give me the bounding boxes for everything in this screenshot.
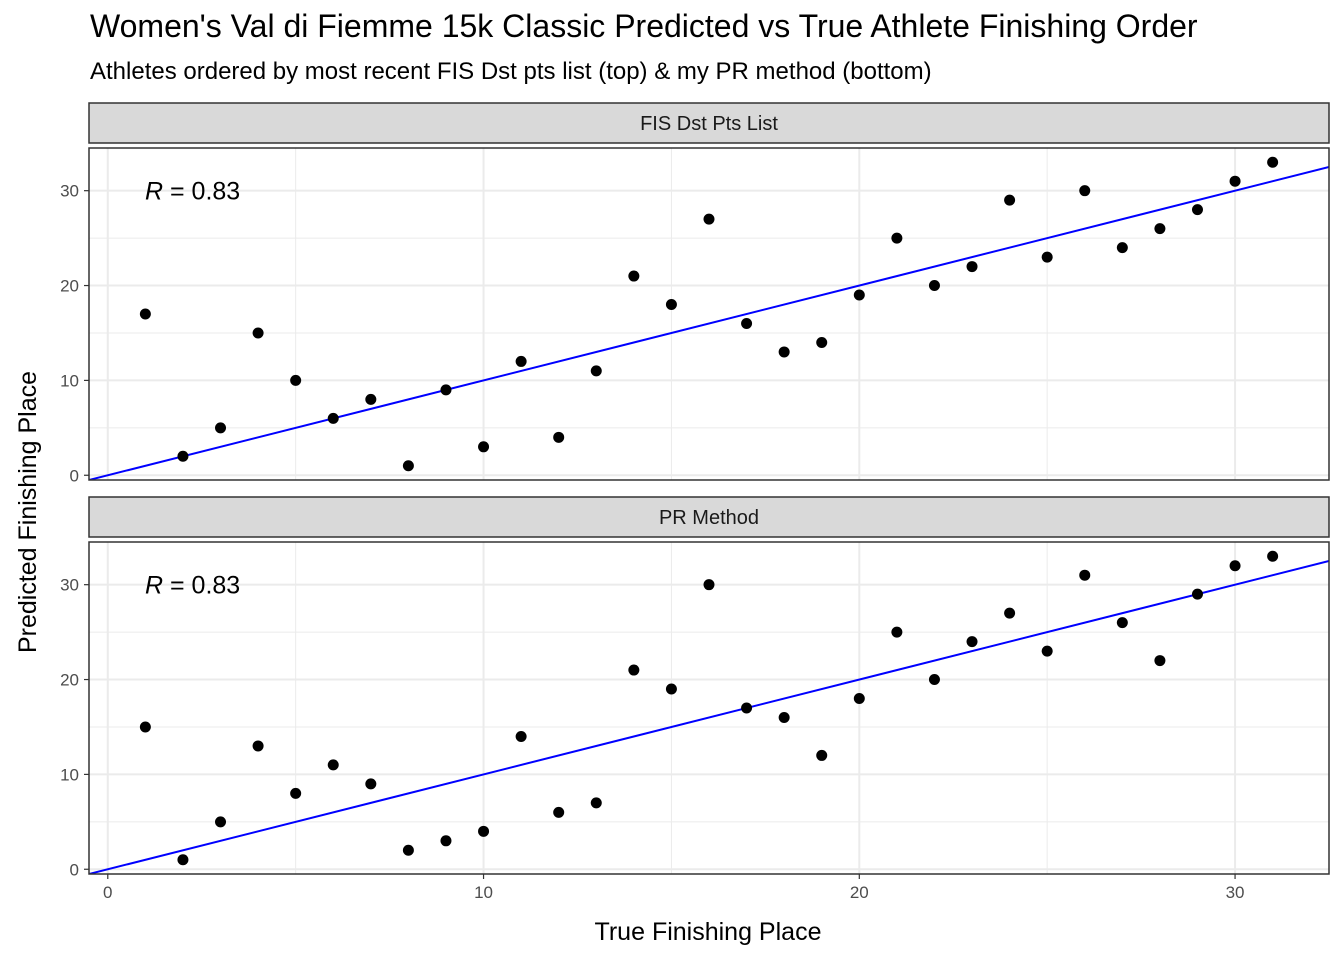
data-point [816, 749, 828, 761]
data-point [1154, 655, 1166, 667]
data-point [628, 664, 640, 676]
data-point [553, 431, 565, 443]
x-tick-label: 0 [103, 883, 112, 902]
data-point [703, 213, 715, 225]
data-point [1079, 185, 1091, 197]
chart-title: Women's Val di Fiemme 15k Classic Predic… [90, 8, 1198, 44]
data-point [478, 825, 490, 837]
correlation-annotation: R = 0.83 [145, 572, 240, 600]
data-point [966, 261, 978, 273]
chart-subtitle: Athletes ordered by most recent FIS Dst … [90, 58, 932, 85]
data-point [928, 280, 940, 292]
data-point [139, 308, 151, 320]
fit-line [89, 166, 1329, 480]
y-tick-label: 30 [60, 576, 79, 595]
y-tick-label: 30 [60, 182, 79, 201]
data-point [215, 422, 227, 434]
correlation-annotation: R = 0.83 [145, 178, 240, 206]
data-point [590, 365, 602, 377]
fit-line [89, 560, 1329, 874]
data-point [628, 270, 640, 282]
panel-1: FIS Dst Pts List 0 10 20 30 R = 0.83 [60, 102, 1330, 485]
y-tick-label: 0 [70, 466, 79, 485]
panel-border [88, 147, 1330, 481]
data-point [290, 374, 302, 386]
data-point [1267, 156, 1279, 168]
data-point [966, 636, 978, 648]
y-tick-label: 20 [60, 671, 79, 690]
data-point [177, 854, 189, 866]
y-axis-title: Predicted Finishing Place [14, 371, 42, 653]
y-tick-label: 10 [60, 371, 79, 390]
data-point [515, 730, 527, 742]
x-tick-label: 10 [474, 883, 493, 902]
panel-2: PR Method 0 10 20 30 R = 0.83 0 10 20 30 [60, 496, 1330, 902]
data-point [365, 778, 377, 790]
data-point [1191, 588, 1203, 600]
data-point [928, 674, 940, 686]
data-point [402, 844, 414, 856]
data-point [553, 806, 565, 818]
panel-border [88, 541, 1330, 875]
data-point [515, 355, 527, 367]
data-point [891, 626, 903, 638]
data-point [177, 450, 189, 462]
data-point [665, 683, 677, 695]
data-point [327, 759, 339, 771]
data-point [853, 693, 865, 705]
data-point [1041, 645, 1053, 657]
data-point [215, 816, 227, 828]
y-tick-label: 20 [60, 277, 79, 296]
data-point [778, 346, 790, 358]
data-point [327, 412, 339, 424]
data-point [252, 327, 264, 339]
data-point [1229, 175, 1241, 187]
data-point [741, 702, 753, 714]
plot-background [89, 148, 1329, 480]
data-point [853, 289, 865, 301]
data-point [1267, 550, 1279, 562]
y-tick-label: 0 [70, 860, 79, 879]
data-point [590, 797, 602, 809]
x-tick-label: 20 [850, 883, 869, 902]
data-point [1116, 617, 1128, 629]
data-point [1004, 607, 1016, 619]
data-point [1116, 242, 1128, 254]
x-tick-label: 30 [1226, 883, 1245, 902]
x-axis-title: True Finishing Place [595, 918, 822, 946]
data-point [1154, 223, 1166, 235]
data-point [440, 835, 452, 847]
data-point [139, 721, 151, 733]
data-point [1229, 560, 1241, 572]
data-point [402, 460, 414, 472]
data-point [252, 740, 264, 752]
data-point [778, 711, 790, 723]
data-point [816, 336, 828, 348]
facet-strip [88, 496, 1330, 538]
data-point [665, 299, 677, 311]
data-point [1004, 194, 1016, 206]
data-point [703, 579, 715, 591]
facet-strip-label: FIS Dst Pts List [640, 113, 778, 135]
facet-strip-label: PR Method [659, 507, 759, 529]
data-point [1041, 251, 1053, 263]
plot-background [89, 542, 1329, 874]
data-point [478, 441, 490, 453]
facet-strip [88, 102, 1330, 144]
data-point [440, 384, 452, 396]
data-point [1191, 204, 1203, 216]
data-point [891, 232, 903, 244]
y-tick-label: 10 [60, 765, 79, 784]
data-point [741, 317, 753, 329]
data-point [1079, 569, 1091, 581]
data-point [365, 393, 377, 405]
data-point [290, 787, 302, 799]
